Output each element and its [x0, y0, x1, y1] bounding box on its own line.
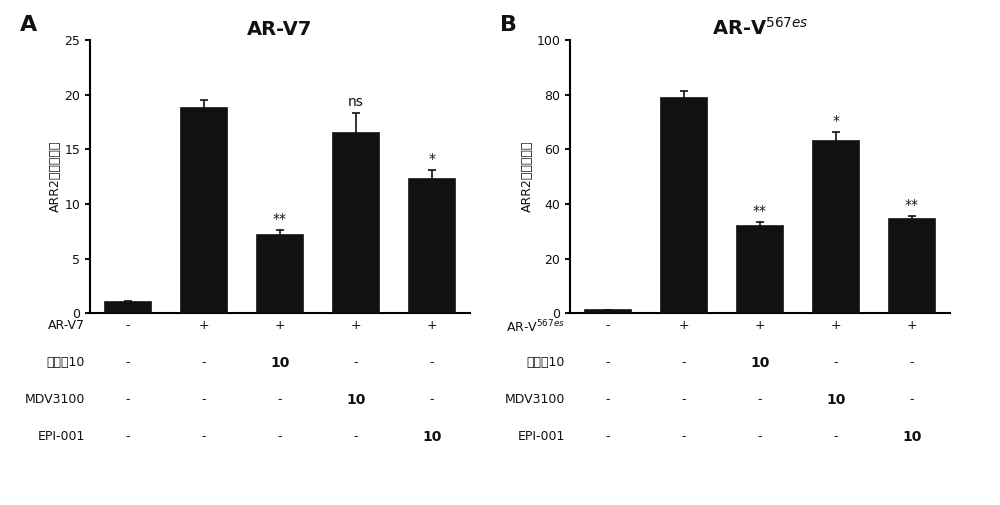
Text: -: -	[606, 319, 610, 332]
Bar	[585, 311, 631, 313]
Text: **: **	[273, 212, 287, 226]
Text: -: -	[430, 356, 434, 369]
Text: -: -	[682, 430, 686, 443]
Text: -: -	[834, 430, 838, 443]
Text: -: -	[126, 393, 130, 406]
Text: -: -	[758, 393, 762, 406]
Text: +: +	[351, 319, 361, 332]
Bar	[181, 108, 227, 313]
Text: -: -	[126, 430, 130, 443]
Text: *: *	[428, 152, 436, 166]
Bar	[737, 226, 783, 313]
Title: AR-V7: AR-V7	[247, 20, 313, 39]
Text: 化合焉10: 化合焉10	[527, 356, 565, 369]
Text: -: -	[430, 393, 434, 406]
Text: -: -	[758, 430, 762, 443]
Bar	[409, 179, 455, 313]
Text: *: *	[832, 114, 840, 128]
Text: **: **	[905, 198, 919, 212]
Text: -: -	[354, 356, 358, 369]
Text: -: -	[278, 393, 282, 406]
Text: 10: 10	[346, 393, 366, 407]
Text: -: -	[202, 356, 206, 369]
Bar	[813, 141, 859, 313]
Text: EPI-001: EPI-001	[38, 430, 85, 443]
Bar	[889, 219, 935, 313]
Text: 10: 10	[826, 393, 846, 407]
Text: -: -	[606, 356, 610, 369]
Text: 化合焉10: 化合焉10	[47, 356, 85, 369]
Text: 10: 10	[422, 430, 442, 444]
Text: 10: 10	[270, 356, 290, 370]
Text: +: +	[199, 319, 209, 332]
Text: AR-V7: AR-V7	[48, 319, 85, 332]
Text: +: +	[427, 319, 437, 332]
Bar	[257, 234, 303, 313]
Text: **: **	[753, 204, 767, 218]
Y-axis label: ARR2相对转录率: ARR2相对转录率	[49, 141, 62, 213]
Text: -: -	[682, 356, 686, 369]
Text: -: -	[126, 319, 130, 332]
Text: B: B	[500, 15, 517, 35]
Text: -: -	[834, 356, 838, 369]
Text: -: -	[278, 430, 282, 443]
Text: 10: 10	[902, 430, 922, 444]
Text: -: -	[202, 430, 206, 443]
Text: -: -	[126, 356, 130, 369]
Text: MDV3100: MDV3100	[505, 393, 565, 406]
Text: -: -	[910, 393, 914, 406]
Text: -: -	[606, 393, 610, 406]
Text: +: +	[679, 319, 689, 332]
Text: +: +	[907, 319, 917, 332]
Text: +: +	[755, 319, 765, 332]
Text: -: -	[910, 356, 914, 369]
Y-axis label: ARR2相对转录率: ARR2相对转录率	[521, 141, 534, 213]
Text: -: -	[606, 430, 610, 443]
Text: EPI-001: EPI-001	[518, 430, 565, 443]
Text: MDV3100: MDV3100	[25, 393, 85, 406]
Bar	[333, 133, 379, 313]
Text: ns: ns	[348, 95, 364, 109]
Text: A: A	[20, 15, 37, 35]
Text: +: +	[831, 319, 841, 332]
Text: -: -	[682, 393, 686, 406]
Text: -: -	[202, 393, 206, 406]
Text: AR-V$^{567es}$: AR-V$^{567es}$	[506, 319, 565, 336]
Bar	[105, 302, 151, 313]
Text: 10: 10	[750, 356, 770, 370]
Text: +: +	[275, 319, 285, 332]
Text: -: -	[354, 430, 358, 443]
Title: AR-V$^{567es}$: AR-V$^{567es}$	[712, 17, 808, 39]
Bar	[661, 97, 707, 313]
